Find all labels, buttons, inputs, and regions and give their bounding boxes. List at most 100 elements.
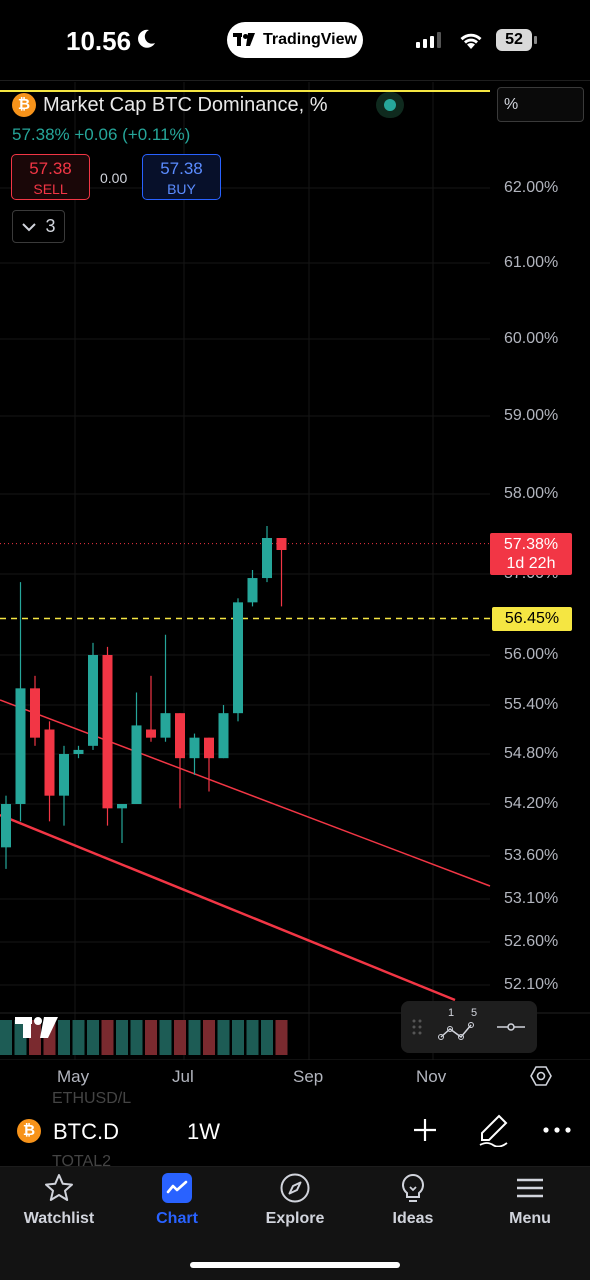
candle-body: [276, 538, 287, 550]
sell-button[interactable]: 57.38 SELL: [11, 154, 90, 200]
candle-body: [218, 713, 229, 759]
candle-body: [15, 688, 26, 804]
trendline-lower: [0, 813, 456, 1002]
drawing-pen-icon[interactable]: [477, 1113, 509, 1147]
moon-icon: [138, 29, 155, 48]
volume-bar: [232, 1020, 244, 1055]
pattern-label-2: 5: [471, 1007, 478, 1019]
y-tick-label: 56.00%: [504, 646, 559, 663]
volume-bar: [217, 1020, 230, 1055]
horizontal-level-tag[interactable]: 56.45%: [492, 607, 572, 631]
home-indicator[interactable]: [190, 1262, 400, 1268]
legend-title[interactable]: Market Cap BTC Dominance, %: [43, 94, 328, 116]
status-bar: 10.56 TradingView 52: [0, 0, 590, 80]
candle-body: [59, 754, 69, 796]
nav-watchlist-label: Watchlist: [23, 1210, 95, 1227]
ghost-symbol-above: ETHUSD/L: [52, 1090, 132, 1107]
top-separator: [0, 80, 590, 81]
volume-bar: [29, 1020, 41, 1055]
app-pill[interactable]: TradingView: [227, 22, 363, 58]
candle-body: [160, 713, 171, 738]
indicators-count: 3: [45, 216, 56, 236]
cellular-signal-icon: [416, 32, 441, 48]
pattern-tool-icon[interactable]: [437, 1011, 481, 1043]
volume-bar: [188, 1020, 201, 1055]
volume-bar: [87, 1020, 99, 1055]
candle-body: [30, 688, 40, 738]
x-tick-label: May: [57, 1067, 90, 1086]
spread-value: 0.00: [100, 170, 128, 186]
wifi-icon: [460, 33, 482, 49]
add-plus-icon[interactable]: [411, 1116, 439, 1144]
price-chart[interactable]: [0, 0, 590, 1060]
volume-bar: [275, 1020, 288, 1055]
candle-body: [131, 725, 142, 804]
volume-bar: [174, 1020, 186, 1055]
volume-bar: [203, 1020, 215, 1055]
candle-body: [44, 729, 55, 796]
current-price-tag: 57.38% 1d 22h: [490, 533, 572, 575]
volume-bar: [246, 1020, 259, 1055]
candle-body: [247, 578, 258, 603]
status-time: 10.56: [66, 26, 132, 56]
volume-bar: [145, 1020, 157, 1055]
y-tick-label: 54.80%: [504, 745, 559, 762]
nav-ideas-label: Ideas: [392, 1210, 434, 1227]
chevron-down-icon: [22, 222, 37, 231]
trendline-upper: [0, 699, 491, 887]
battery-tip: [534, 36, 537, 44]
y-tick-label: 59.00%: [504, 407, 559, 424]
nav-explore-label: Explore: [265, 1210, 325, 1227]
y-tick-label: 52.60%: [504, 933, 559, 950]
volume-bar: [261, 1020, 273, 1055]
sell-price: 57.38: [29, 159, 72, 178]
chart-icon: [162, 1173, 192, 1203]
y-tick-label: 53.60%: [504, 847, 559, 864]
drag-handle-icon[interactable]: [401, 1001, 537, 1053]
candle-body: [73, 749, 84, 754]
hamburger-menu-icon: [517, 1178, 543, 1198]
y-tick-label: 58.00%: [504, 485, 559, 502]
y-tick-label: 62.00%: [504, 179, 559, 196]
nav-watchlist[interactable]: Watchlist: [9, 1172, 109, 1228]
nav-chart-label: Chart: [156, 1210, 198, 1227]
nav-menu-label: Menu: [509, 1210, 551, 1227]
nav-menu[interactable]: Menu: [480, 1172, 580, 1228]
interval-button[interactable]: 1W: [187, 1119, 220, 1144]
tradingview-watermark-icon: [15, 1017, 58, 1038]
indicators-collapse-button[interactable]: 3: [12, 210, 65, 243]
buy-price: 57.38: [160, 159, 203, 178]
horizontal-line-tool-icon[interactable]: [495, 1019, 527, 1035]
battery-indicator: 52: [496, 29, 532, 51]
tradingview-logo-icon: [233, 33, 256, 46]
symbol-name-button[interactable]: BTC.D: [53, 1119, 119, 1144]
chart-settings-icon[interactable]: [529, 1064, 553, 1088]
bitcoin-coin-icon: ₿: [12, 93, 36, 117]
nav-ideas[interactable]: Ideas: [363, 1172, 463, 1228]
y-tick-label: 53.10%: [504, 890, 559, 907]
market-status-indicator[interactable]: [376, 92, 404, 118]
candle-body: [189, 737, 200, 759]
top-horizontal-line[interactable]: [0, 90, 490, 92]
volume-bar: [72, 1020, 85, 1055]
scale-selector[interactable]: %: [497, 87, 584, 122]
sell-label: SELL: [33, 181, 68, 197]
volume-bar: [130, 1020, 143, 1055]
app-pill-label: TradingView: [263, 31, 357, 48]
x-tick-label: Nov: [416, 1067, 447, 1086]
nav-chart[interactable]: Chart: [127, 1172, 227, 1228]
star-icon: [45, 1174, 73, 1201]
market-open-dot-icon: [384, 99, 396, 111]
y-tick-label: 61.00%: [504, 254, 559, 271]
y-tick-label: 60.00%: [504, 330, 559, 347]
symbol-bitcoin-icon: ₿: [17, 1119, 41, 1143]
candle-body: [204, 737, 214, 759]
candle-body: [262, 538, 272, 579]
candle-body: [1, 804, 11, 848]
buy-button[interactable]: 57.38 BUY: [142, 154, 221, 200]
compass-icon: [280, 1173, 310, 1203]
nav-explore[interactable]: Explore: [245, 1172, 345, 1228]
more-options-icon[interactable]: [542, 1124, 572, 1136]
y-tick-label: 54.20%: [504, 795, 559, 812]
volume-bar: [58, 1020, 70, 1055]
